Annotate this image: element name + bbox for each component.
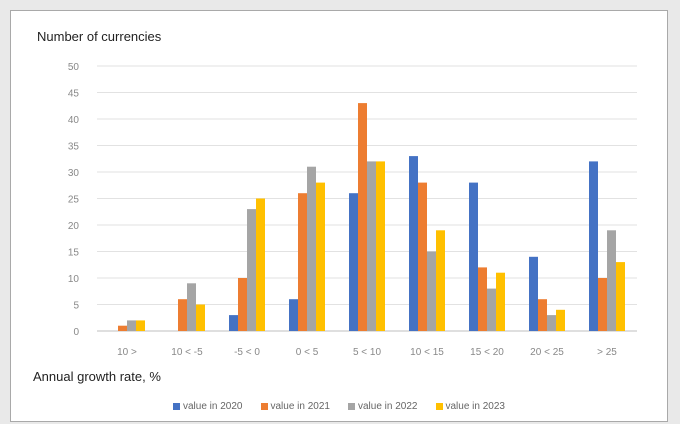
x-tick-label: 10 >	[117, 347, 137, 358]
bar	[547, 315, 556, 331]
legend-item: value in 2021	[260, 401, 331, 412]
x-tick-label: 20 < 25	[530, 347, 564, 358]
bar	[409, 156, 418, 331]
bar	[178, 299, 187, 331]
y-tick-label: 45	[68, 89, 80, 100]
chart-frame: Number of currencies 0 5 10 15 20 25 30 35 40 45 5…	[10, 10, 668, 422]
x-tick-label: 15 < 20	[470, 347, 504, 358]
x-tick-label: 0 < 5	[296, 347, 319, 358]
bar	[598, 278, 607, 331]
legend-label: value in 2023	[445, 401, 506, 412]
x-tick-label: 10 < -5	[171, 347, 203, 358]
bar	[127, 320, 136, 331]
bar	[247, 209, 256, 331]
y-axis-title: Number of currencies	[37, 29, 162, 44]
x-tick-label: 10 < 15	[410, 347, 444, 358]
legend-swatch	[173, 403, 180, 410]
bar	[229, 315, 238, 331]
bar	[589, 161, 598, 331]
y-tick-label: 30	[68, 168, 80, 179]
bar	[187, 283, 196, 331]
bar	[349, 193, 358, 331]
bar	[376, 161, 385, 331]
y-tick-label: 35	[68, 142, 80, 153]
bar	[538, 299, 547, 331]
x-tick-label: > 25	[597, 347, 617, 358]
bar	[136, 320, 145, 331]
bar	[529, 256, 538, 331]
bar	[358, 103, 367, 331]
bar	[196, 304, 205, 331]
bar	[487, 288, 496, 331]
legend-label: value in 2021	[270, 401, 331, 412]
legend-label: value in 2022	[358, 401, 418, 412]
x-tick-label: 5 < 10	[353, 347, 382, 358]
bar	[367, 161, 376, 331]
bar	[289, 299, 298, 331]
bar	[298, 193, 307, 331]
legend-label: value in 2020	[183, 401, 243, 412]
y-tick-label: 25	[68, 195, 80, 206]
bar	[496, 272, 505, 331]
bar	[238, 278, 247, 331]
bar	[307, 166, 316, 331]
bar	[418, 182, 427, 331]
y-tick-label: 40	[68, 115, 80, 126]
bar	[436, 230, 445, 331]
bar	[478, 267, 487, 331]
legend-swatch	[435, 403, 443, 410]
bar-chart: 0 5 10 15 20 25 30 35 40 45 50 10 > 10 < -5 -5 < 0 0 <…	[68, 62, 637, 358]
bar	[427, 251, 436, 331]
legend: value in 2020 value in 2021 value in 2022 v…	[11, 401, 667, 412]
legend-item: value in 2022	[348, 401, 418, 412]
x-axis-title: Annual growth rate, %	[33, 369, 161, 384]
bar	[556, 309, 565, 331]
y-tick-label: 0	[73, 327, 79, 338]
legend-swatch	[260, 403, 268, 410]
bar	[256, 198, 265, 331]
y-tick-label: 15	[68, 248, 80, 259]
x-tick-label: -5 < 0	[234, 347, 260, 358]
legend-item: value in 2020	[173, 401, 243, 412]
bar	[616, 262, 625, 331]
bar	[469, 182, 478, 331]
bar	[607, 230, 616, 331]
bar	[118, 325, 127, 331]
bar	[316, 182, 325, 331]
y-tick-label: 20	[68, 221, 80, 232]
legend-swatch	[348, 403, 355, 410]
y-tick-label: 50	[68, 62, 80, 73]
legend-item: value in 2023	[435, 401, 506, 412]
y-tick-label: 5	[73, 301, 79, 312]
y-tick-label: 10	[68, 274, 80, 285]
